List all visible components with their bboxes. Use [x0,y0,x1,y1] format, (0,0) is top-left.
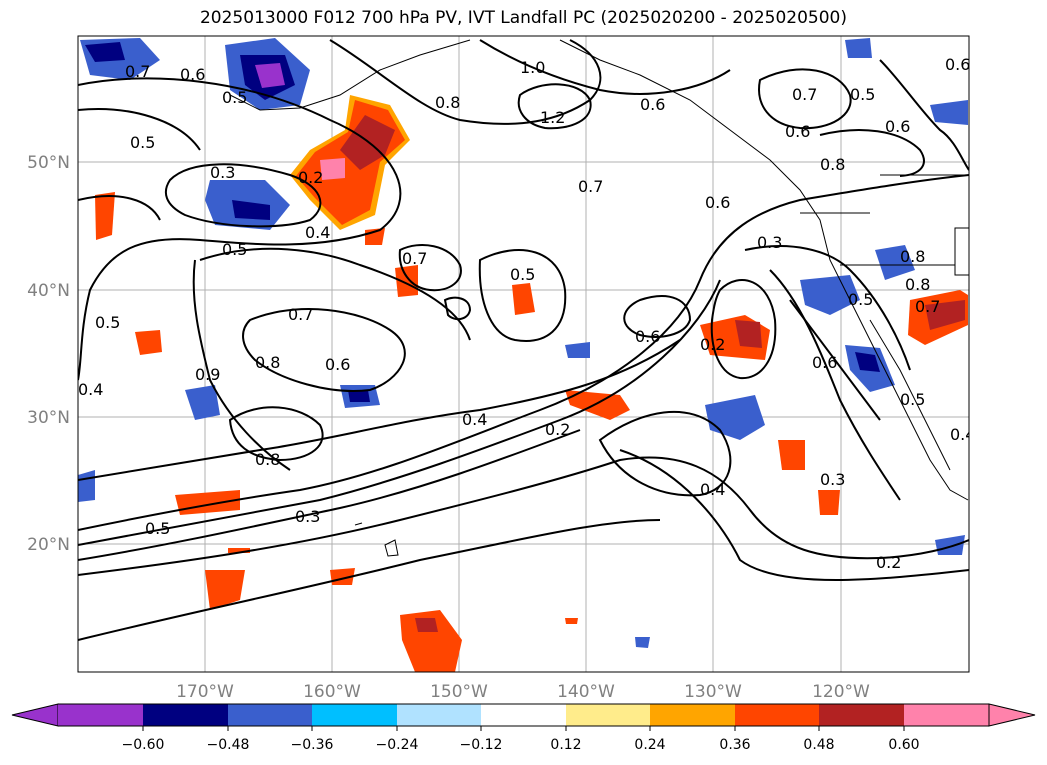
colorbar-swatch [735,704,819,726]
contour-label: 0.2 [876,553,901,572]
lon-label: 150°W [430,682,488,702]
contour-label: 0.6 [785,122,810,141]
contour-label: 0.7 [915,297,940,316]
contour-label: 0.8 [820,155,845,174]
contour-label: 0.7 [792,85,817,104]
contour-label: 0.8 [900,247,925,266]
lon-label: 140°W [557,682,615,702]
lon-label: 160°W [303,682,361,702]
lon-labels: 170°W 160°W 150°W 140°W 130°W 120°W [176,682,870,702]
colorbar-tick-label: −0.36 [291,737,334,753]
colorbar-extend-high [988,703,1036,727]
contour-label: 0.5 [850,85,875,104]
lat-label: 50°N [27,153,70,173]
lat-label: 30°N [27,408,70,428]
contour-label: 0.5 [900,390,925,409]
lon-label: 120°W [812,682,870,702]
contour-label: 0.2 [545,420,570,439]
contour-label: 0.8 [255,450,280,469]
colorbar-swatch [58,704,143,726]
contour-label: 0.3 [757,233,782,252]
colorbar: −0.60 −0.48 −0.36 −0.24 −0.12 0.12 0.24 … [11,703,1036,753]
contour-label: 0.5 [510,265,535,284]
colorbar-swatch [397,704,481,726]
colorbar-tick-label: −0.24 [376,737,419,753]
colorbar-swatch [312,704,397,726]
contour-label: 0.5 [95,313,120,332]
lon-label: 170°W [176,682,234,702]
contour-label: 0.9 [195,365,220,384]
colorbar-tick-label: −0.60 [122,737,165,753]
contour-label: 0.7 [125,62,150,81]
contour-label: 0.6 [945,55,970,74]
colorbar-swatch [566,704,650,726]
contour-label: 0.5 [222,88,247,107]
colorbar-tick-label: 0.36 [719,737,750,753]
colorbar-tick-label: 0.48 [803,737,834,753]
contour-label: 0.6 [640,95,665,114]
colorbar-swatch [481,704,566,726]
contour-label: 0.6 [325,355,350,374]
contour-label: 0.6 [885,117,910,136]
coastlines [229,39,969,557]
contour-label: 0.6 [635,327,660,346]
map-title: 2025013000 F012 700 hPa PV, IVT Landfall… [199,8,847,28]
map-plot: 0.7 0.6 0.5 1.0 1.2 0.8 0.6 0.7 0.5 0.6 … [78,36,975,672]
colorbar-swatch [819,704,904,726]
contour-label: 0.7 [288,305,313,324]
contour-label: 0.6 [812,353,837,372]
contour-labels: 0.7 0.6 0.5 1.0 1.2 0.8 0.6 0.7 0.5 0.6 … [78,55,975,572]
contour-label: 0.4 [700,480,725,499]
colorbar-swatch [143,704,228,726]
contour-label: 0.5 [145,519,170,538]
pv-positive-anomalies [95,95,968,672]
ivt-contours [78,39,969,641]
contour-label: 0.6 [705,193,730,212]
contour-label: 0.5 [130,133,155,152]
colorbar-tick-label: 0.60 [888,737,919,753]
colorbar-extend-low [11,703,59,727]
lat-label: 40°N [27,281,70,301]
contour-label: 0.3 [820,470,845,489]
contour-label: 0.4 [950,425,975,444]
colorbar-tick-label: −0.48 [207,737,250,753]
colorbar-tick-label: 0.12 [550,737,581,753]
contour-label: 0.8 [435,93,460,112]
colorbar-swatch [650,704,735,726]
contour-label: 0.2 [700,335,725,354]
lat-labels: 50°N 40°N 30°N 20°N [27,153,70,555]
contour-label: 0.3 [210,163,235,182]
contour-label: 0.8 [905,275,930,294]
contour-label: 0.7 [402,249,427,268]
contour-label: 0.5 [848,290,873,309]
colorbar-swatch [228,704,312,726]
contour-label: 0.4 [78,380,103,399]
contour-label: 0.5 [222,240,247,259]
contour-label: 0.2 [298,168,323,187]
contour-label: 1.2 [540,108,565,127]
colorbar-tick-label: 0.24 [634,737,665,753]
colorbar-swatch [904,704,989,726]
contour-label: 0.4 [462,410,487,429]
contour-label: 1.0 [520,58,545,77]
contour-label: 0.8 [255,353,280,372]
lat-label: 20°N [27,535,70,555]
map-frame [77,35,970,673]
contour-label: 0.6 [180,65,205,84]
contour-label: 0.7 [578,177,603,196]
lon-label: 130°W [684,682,742,702]
contour-label: 0.4 [305,223,330,242]
colorbar-tick-label: −0.12 [460,737,503,753]
contour-label: 0.3 [295,507,320,526]
